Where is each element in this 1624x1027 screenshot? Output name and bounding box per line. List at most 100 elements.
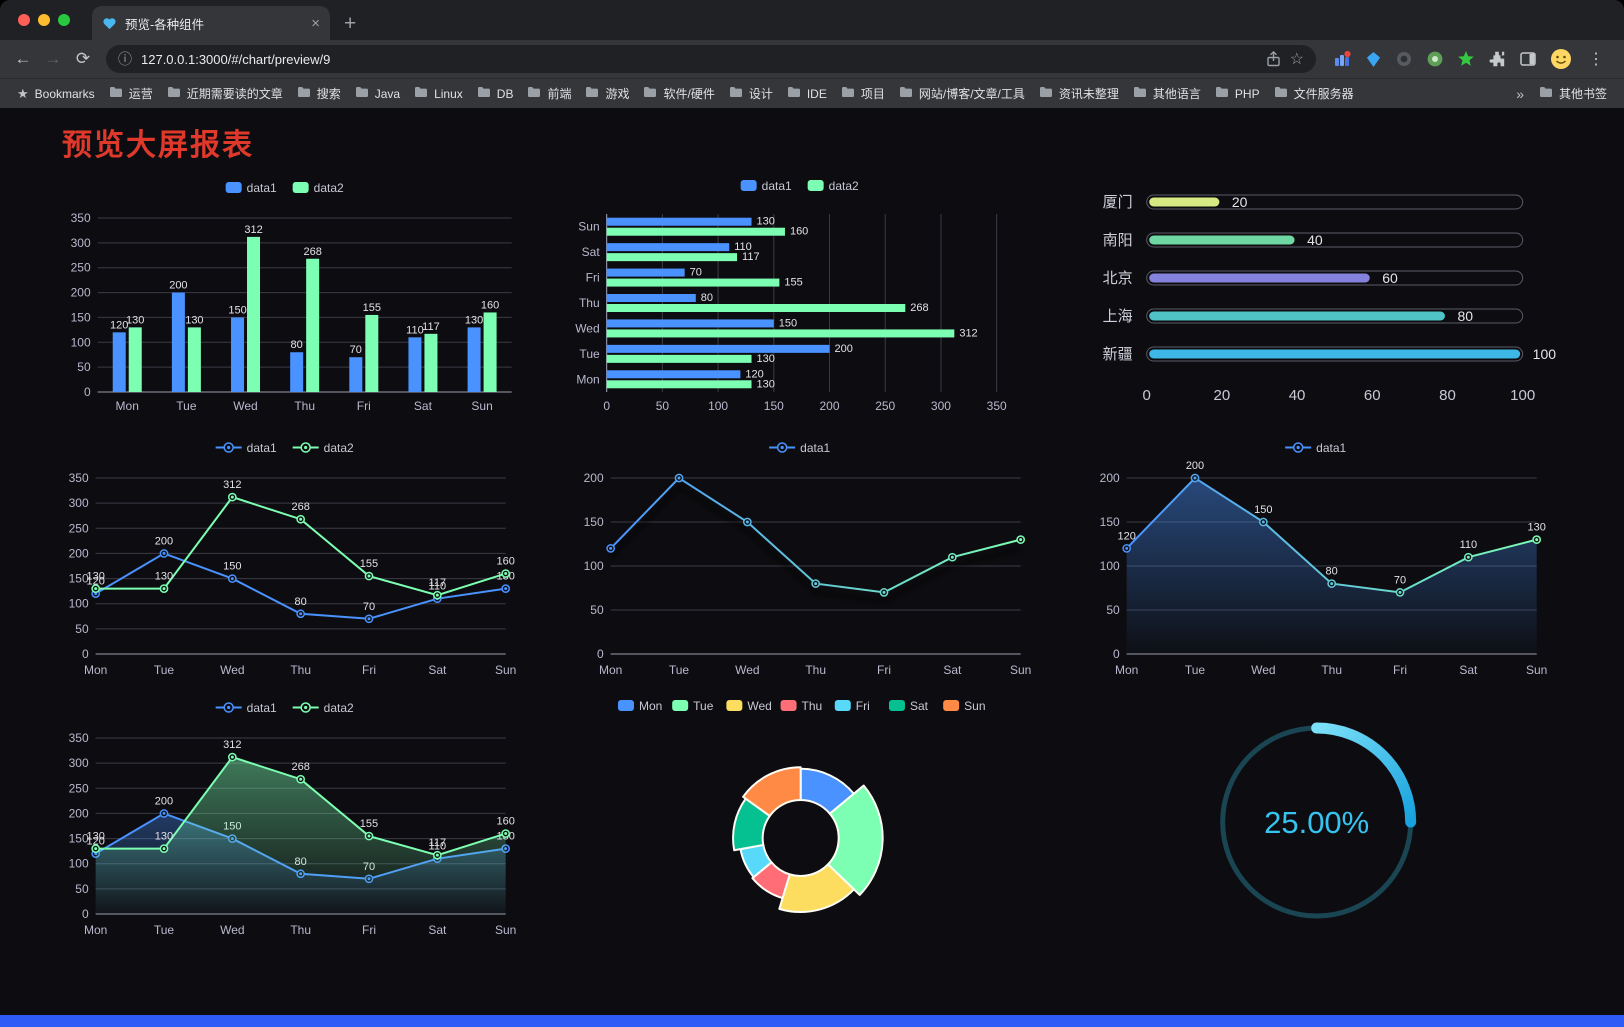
chart-horizontal-bar[interactable]: 0 50 100 150 200 250 300 350 Mon Tue Wed Thu Fri Sat S… <box>555 172 1046 422</box>
bookmarks-overflow-button[interactable]: » <box>1516 85 1524 102</box>
bookmark-folder[interactable]: PHP <box>1208 83 1267 104</box>
bar-series-data2[interactable]: 130 130 312 268 155 117 160 <box>606 226 978 391</box>
legend[interactable]: data1 <box>1284 441 1346 455</box>
side-panel-icon[interactable] <box>1518 49 1538 69</box>
svg-text:Sat: Sat <box>944 663 963 677</box>
bookmark-folder[interactable]: 其他语言 <box>1126 82 1208 105</box>
close-window-button[interactable] <box>18 14 30 26</box>
svg-text:Sun: Sun <box>1010 663 1031 677</box>
legend[interactable]: data1 data2 <box>215 701 354 715</box>
chart-grouped-bar[interactable]: 0 50 100 150 200 250 300 350 Mon Tue Wed Thu Fri Sat S… <box>40 172 531 422</box>
svg-text:Wed: Wed <box>576 321 600 335</box>
minimize-window-button[interactable] <box>38 14 50 26</box>
page-title: 预览大屏报表 <box>62 129 254 162</box>
folder-icon <box>1039 86 1053 101</box>
chart-gauge[interactable]: 25.00% <box>1071 692 1562 942</box>
bookmark-folder[interactable]: 游戏 <box>578 82 636 105</box>
svg-text:200: 200 <box>1185 460 1203 472</box>
reload-button[interactable]: ⟳ <box>75 49 91 68</box>
svg-text:50: 50 <box>1106 603 1120 617</box>
legend[interactable]: Mon Tue Wed Thu Fri Sat Sun <box>618 699 986 713</box>
extension-star-icon[interactable] <box>1456 49 1476 69</box>
svg-text:40: 40 <box>1288 387 1305 404</box>
legend[interactable]: data1 <box>769 441 831 455</box>
bookmark-folder[interactable]: 软件/硬件 <box>636 82 721 105</box>
line-series-data1[interactable] <box>606 473 1026 604</box>
share-icon[interactable] <box>1266 51 1281 67</box>
capsule-row-上海[interactable]: 上海 80 <box>1102 308 1523 325</box>
bookmark-folder[interactable]: 资讯未整理 <box>1032 82 1126 105</box>
pie-slice-Wed[interactable] <box>778 863 856 913</box>
new-tab-button[interactable]: + <box>344 12 357 35</box>
capsule-progress-svg: 厦门 20 南阳 40 北京 60 上海 80 新疆 100 0 20 40 60 80 100 <box>1102 194 1556 404</box>
bookmark-folder[interactable]: DB <box>470 83 521 104</box>
multi-line-area-svg: 0 50 100 150 200 250 300 350 Mon Tue Wed Thu Fri Sat S… <box>69 701 517 937</box>
line-series-data2[interactable]: 130 130 312 268 155 117 160 <box>86 479 515 600</box>
extension-kite-icon[interactable] <box>1363 49 1383 69</box>
line-series-data2[interactable]: 130 130 312 268 155 117 160 <box>86 739 515 914</box>
profile-avatar[interactable] <box>1549 47 1573 71</box>
svg-text:110: 110 <box>406 324 424 336</box>
capsule-row-北京[interactable]: 北京 60 <box>1102 270 1523 287</box>
svg-text:Sun: Sun <box>1526 663 1547 677</box>
bar-series-data2[interactable]: 130 130 312 268 155 117 160 <box>126 224 499 392</box>
svg-text:312: 312 <box>223 479 241 491</box>
extensions-puzzle-icon[interactable] <box>1487 49 1507 69</box>
forward-button[interactable]: → <box>44 49 62 68</box>
svg-text:data1: data1 <box>247 701 277 715</box>
capsule-row-南阳[interactable]: 南阳 40 <box>1102 232 1523 249</box>
extension-ring-icon[interactable] <box>1394 49 1414 69</box>
browser-menu-icon[interactable]: ⋮ <box>1588 51 1604 68</box>
legend[interactable]: data1 data2 <box>215 441 354 455</box>
bookmark-folder[interactable]: 项目 <box>834 82 892 105</box>
bookmark-folder-label: DB <box>496 86 514 101</box>
legend[interactable]: data1 data2 <box>225 181 344 195</box>
svg-text:Sun: Sun <box>495 663 516 677</box>
svg-text:117: 117 <box>422 321 440 333</box>
site-info-icon[interactable]: ⓘ <box>118 51 132 67</box>
svg-text:Sat: Sat <box>582 245 601 259</box>
chart-area-line[interactable]: 0 50 100 150 200 Mon Tue Wed Thu Fri Sat Sun 120 200 1… <box>1071 432 1562 682</box>
bookmark-folder[interactable]: 运营 <box>102 82 160 105</box>
pie-slice-Sun[interactable] <box>742 766 802 817</box>
svg-text:110: 110 <box>735 241 753 253</box>
chart-multi-line[interactable]: 0 50 100 150 200 250 300 350 Mon Tue Wed Thu Fri Sat S… <box>40 432 531 682</box>
line-series-data1[interactable]: 120 200 150 80 70 110 130 <box>1117 460 1546 654</box>
legend[interactable]: data1 data2 <box>740 179 859 193</box>
tab-close-icon[interactable]: × <box>311 14 320 32</box>
other-bookmarks-button[interactable]: 其他书签 <box>1532 82 1614 105</box>
extension-stats-icon[interactable] <box>1332 49 1352 69</box>
bookmark-folder[interactable]: 搜索 <box>290 82 348 105</box>
bookmark-folder[interactable]: 近期需要读的文章 <box>160 82 290 105</box>
bookmarks-root-button[interactable]: ★ Bookmarks <box>10 83 102 105</box>
bookmark-folder[interactable]: 网站/博客/文章/工具 <box>892 82 1032 105</box>
extension-green-circle-icon[interactable] <box>1425 49 1445 69</box>
chart-rose-pie[interactable]: Mon Tue Wed Thu Fri Sat Sun <box>555 692 1046 942</box>
bookmark-folder-label: PHP <box>1234 86 1260 101</box>
capsule-row-新疆[interactable]: 新疆 100 <box>1102 346 1556 363</box>
address-bar[interactable]: ⓘ 127.0.0.1:3000/#/chart/preview/9 ☆ <box>106 45 1316 73</box>
extensions-area: ⋮ <box>1324 47 1616 71</box>
svg-text:300: 300 <box>71 236 91 250</box>
capsule-row-厦门[interactable]: 厦门 20 <box>1102 194 1523 211</box>
bookmark-folder[interactable]: IDE <box>780 83 834 104</box>
bookmark-folder[interactable]: 文件服务器 <box>1267 82 1361 105</box>
bookmark-star-icon[interactable]: ☆ <box>1289 51 1304 68</box>
bookmark-folder[interactable]: 前端 <box>520 82 578 105</box>
bar-series-data1[interactable]: 120 200 150 80 70 110 130 <box>110 280 483 392</box>
bookmark-folder[interactable]: Java <box>348 83 407 104</box>
chart-gradient-line[interactable]: 0 50 100 150 200 Mon Tue Wed Thu Fri Sat Sun data1 <box>555 432 1046 682</box>
svg-text:Mon: Mon <box>639 699 662 713</box>
bookmark-folder[interactable]: 设计 <box>722 82 780 105</box>
bookmark-folder[interactable]: Linux <box>407 83 470 104</box>
svg-text:50: 50 <box>656 399 670 413</box>
chart-capsule-progress[interactable]: 厦门 20 南阳 40 北京 60 上海 80 新疆 100 0 20 40 60 80 100 <box>1071 172 1562 422</box>
browser-tab[interactable]: 预览-各种组件 × <box>92 6 330 40</box>
chart-multi-line-area[interactable]: 0 50 100 150 200 250 300 350 Mon Tue Wed Thu Fri Sat S… <box>40 692 531 942</box>
svg-text:40: 40 <box>1307 232 1323 248</box>
svg-text:Thu: Thu <box>294 399 315 413</box>
bar-series-data1[interactable]: 120 200 150 80 70 110 130 <box>606 216 853 381</box>
back-button[interactable]: ← <box>14 49 32 68</box>
zoom-window-button[interactable] <box>58 14 70 26</box>
pie-slice-Tue[interactable] <box>827 784 884 896</box>
